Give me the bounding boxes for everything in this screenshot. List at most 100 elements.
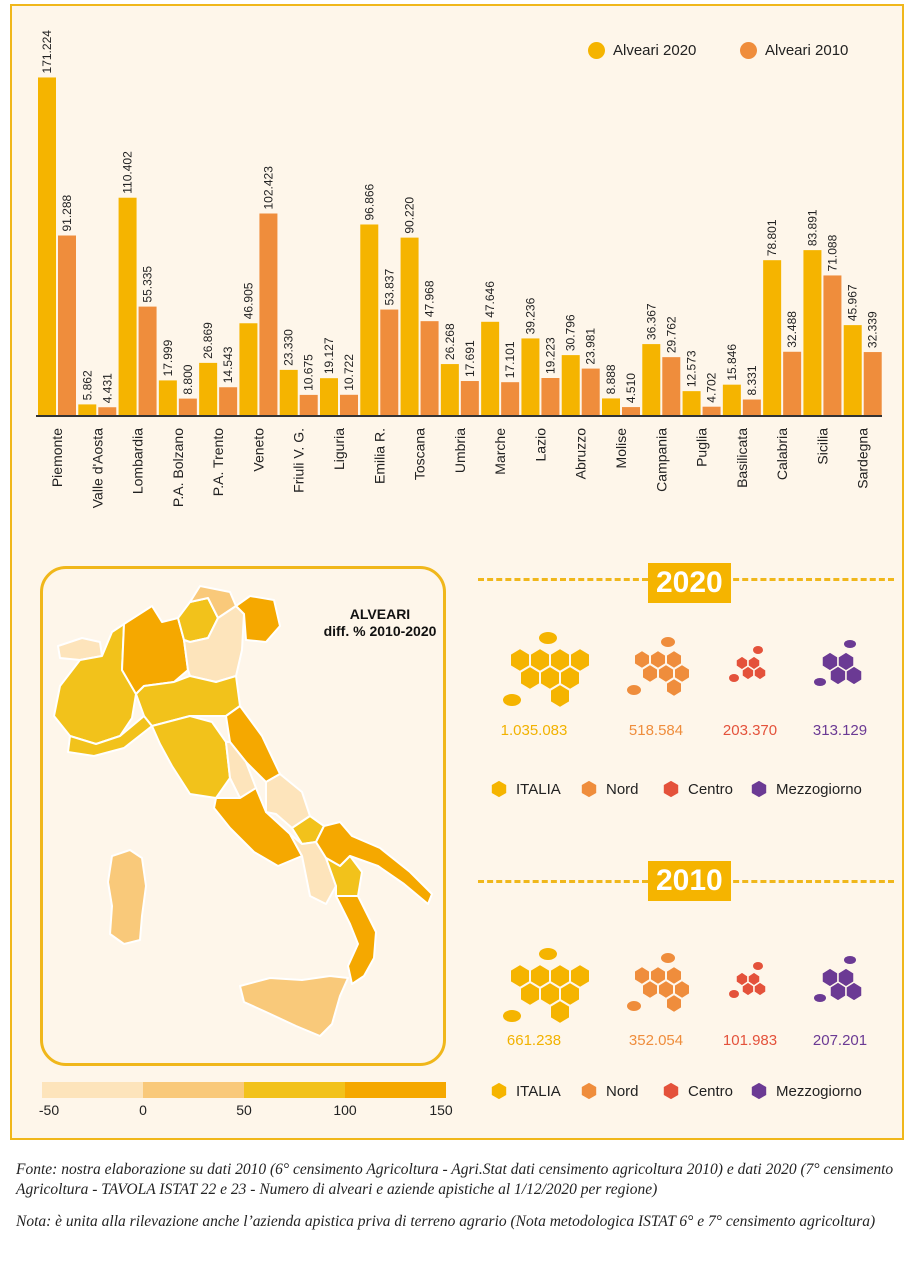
bar-2010 [380,309,399,416]
category-label: Umbria [452,428,468,473]
total-2010-mezzogiorno: 207.201 [812,1032,868,1049]
bar-2010 [420,321,439,416]
bar-value-label: 23.981 [584,328,598,365]
bar-value-label: 5.862 [80,370,94,400]
bar-value-label: 30.796 [564,314,578,351]
bar-2010 [662,357,681,416]
bar-2020 [239,323,258,416]
category-label: P.A. Bolzano [170,428,186,507]
legend-2010-swatch [740,42,757,59]
year-badge-2010: 2010 [648,861,731,901]
legend-mezzogiorno-label: Mezzogiorno [776,780,862,798]
divider-2010-right [724,880,894,883]
bar-value-label: 14.543 [221,346,235,383]
bar-value-label: 4.431 [100,373,114,403]
bar-value-label: 55.335 [141,266,155,303]
legend-mezzogiorno-2020: Mezzogiorno [750,780,862,798]
mezzogiorno-hex-icon [751,780,767,798]
total-2020-nord: 518.584 [628,722,684,739]
divider-2020-right [724,578,894,581]
bar-value-label: 23.330 [282,329,296,366]
bar-2010 [340,394,358,416]
bar-2010 [178,398,197,416]
bar-value-label: 78.801 [765,219,779,256]
category-label: Emilia R. [371,428,387,484]
legend-italia-2020: ITALIA [490,780,561,798]
bar-2020 [602,398,620,416]
bar-2020 [440,364,459,416]
category-label: Sicilia [814,428,830,465]
scale-label: 150 [429,1102,453,1118]
bar-2010 [702,406,721,416]
bar-value-label: 46.905 [241,282,255,319]
bar-2020 [118,197,137,416]
scale-label: 50 [236,1102,252,1118]
map-sicilia [239,975,349,1037]
bar-2020 [682,391,701,416]
divider-2020-left [478,578,648,581]
bar-2010 [742,399,761,416]
category-label: Molise [613,428,629,469]
bar-2010 [823,275,842,416]
map-toscana [151,715,231,799]
total-2010-italia: 661.238 [506,1032,562,1049]
honeycomb-mezzogiorno-icon [814,956,863,1002]
scale-label: 0 [139,1102,147,1118]
bar-value-label: 36.367 [644,303,658,340]
bar-2010 [460,381,479,416]
italia-hex-icon [491,1082,507,1100]
category-label: Liguria [331,428,347,470]
bar-2010 [622,407,640,416]
bar-2010 [501,382,520,416]
italia-hex-icon [491,780,507,798]
bar-2020 [320,378,338,416]
category-label: Campania [653,428,669,492]
scale-segment-1 [42,1082,143,1098]
scale-label: -50 [38,1102,60,1118]
legend-centro-2020: Centro [662,780,733,798]
bar-2010 [58,235,76,416]
bar-value-label: 171.224 [40,30,54,74]
bar-value-label: 53.837 [382,269,396,306]
map-sardegna [107,849,147,945]
scale-segment-4 [345,1082,446,1098]
bar-value-label: 15.846 [725,344,739,381]
bar-2020 [561,355,580,416]
category-label: Sardegna [855,428,871,489]
category-label: Toscana [412,428,428,480]
category-label: P.A. Trento [210,428,226,496]
legend-mezzogiorno-2010: Mezzogiorno [750,1082,862,1100]
total-2010-centro: 101.983 [722,1032,778,1049]
category-label: Valle d'Aosta [89,428,105,508]
bar-value-label: 71.088 [825,234,839,271]
legend-2020-swatch [588,42,605,59]
bar-value-label: 39.236 [523,297,537,334]
bar-2020 [158,380,177,416]
legend-nord-label: Nord [606,780,639,798]
map-title-line1: ALVEARI [349,606,411,622]
bar-value-label: 47.646 [483,281,497,318]
map-title-line2: diff. % 2010-2020 [323,623,437,639]
honeycomb-icons-2010 [503,948,863,1026]
honeycomb-nord-icon [627,953,691,1015]
category-label: Abruzzo [573,428,589,480]
category-label: Puglia [694,428,710,467]
legend-nord-2010: Nord [580,1082,639,1100]
italy-map [53,585,433,1037]
legend-mezzogiorno-label: Mezzogiorno [776,1082,862,1100]
total-2020-centro: 203.370 [722,722,778,739]
bar-2020 [763,260,782,416]
bar-value-label: 19.127 [322,337,336,374]
legend-2010-label: Alveari 2010 [765,42,849,59]
bar-2010 [219,387,238,416]
bar-value-label: 47.968 [423,280,437,317]
bar-2020 [803,250,822,416]
legend-italia-label: ITALIA [516,1082,561,1100]
footnote-nota: Nota: è unita alla rilevazione anche l’a… [16,1213,876,1230]
map-friuli [235,595,281,643]
legend-2020: Alveari 2020 [588,42,696,59]
bar-2010 [863,352,882,416]
nord-hex-icon [581,780,597,798]
bar-value-label: 102.423 [261,166,275,210]
bar-value-label: 96.866 [362,183,376,220]
